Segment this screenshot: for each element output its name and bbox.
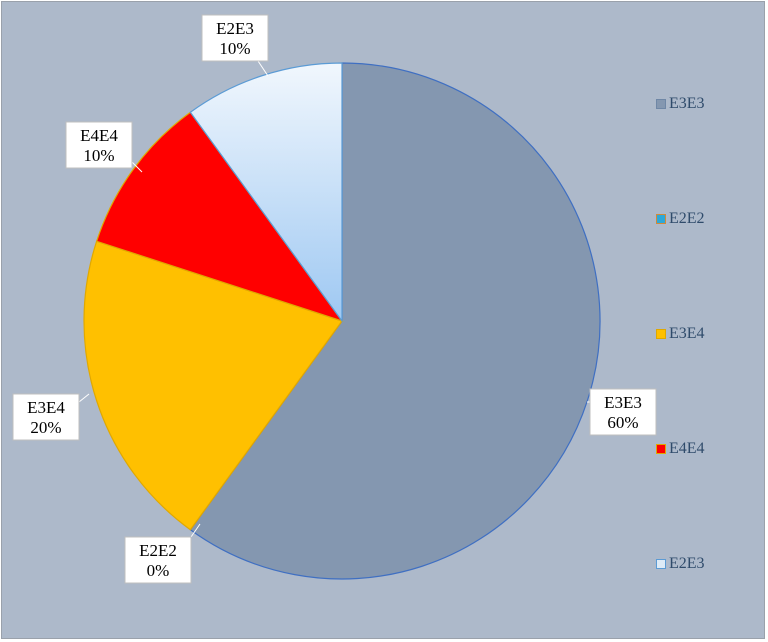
pie-slice-e3e4 <box>83 240 343 531</box>
data-label-name-e2e3: E2E3 <box>216 19 254 38</box>
legend-item-e2e2: E2E2 <box>656 210 705 228</box>
data-label-box-e2e2 <box>124 536 192 584</box>
leader-line-e2e2 <box>190 523 201 538</box>
legend-swatch-e3e4 <box>656 329 666 339</box>
leader-line-e2e3 <box>257 60 269 77</box>
legend-swatch-e4e4 <box>656 444 666 454</box>
data-label-box-e3e3 <box>589 388 657 436</box>
pie-slice-e4e4 <box>95 111 344 323</box>
data-label-value-e4e4: 10% <box>83 146 114 165</box>
legend-item-e3e4: E3E4 <box>656 325 705 343</box>
pie-slice-e3e3 <box>189 62 601 580</box>
data-label-box-e4e4 <box>65 121 133 169</box>
legend-label-e3e4: E3E4 <box>669 325 705 342</box>
leader-line-e3e4 <box>78 393 90 403</box>
legend-swatch-e2e3 <box>656 559 666 569</box>
data-label-box-e3e4 <box>12 393 80 441</box>
data-label-name-e3e3: E3E3 <box>604 393 642 412</box>
legend-label-e2e2: E2E2 <box>669 210 705 227</box>
legend-item-e2e3: E2E3 <box>656 555 705 573</box>
leader-line-e4e4 <box>131 161 143 173</box>
legend-item-e3e3: E3E3 <box>656 95 705 113</box>
legend-swatch-e3e3 <box>656 99 666 109</box>
data-label-value-e2e2: 0% <box>147 561 170 580</box>
legend-item-e4e4: E4E4 <box>656 440 705 458</box>
data-label-box-e2e3 <box>201 14 269 62</box>
legend-label-e2e3: E2E3 <box>669 555 705 572</box>
data-label-name-e4e4: E4E4 <box>80 126 118 145</box>
data-label-value-e3e3: 60% <box>607 413 638 432</box>
data-label-name-e2e2: E2E2 <box>139 541 177 560</box>
pie-slice-e2e3 <box>189 62 343 323</box>
legend-label-e4e4: E4E4 <box>669 440 705 457</box>
data-label-value-e2e3: 10% <box>219 39 250 58</box>
legend-label-e3e3: E3E3 <box>669 95 705 112</box>
data-label-name-e3e4: E3E4 <box>27 398 65 417</box>
data-label-value-e3e4: 20% <box>30 418 61 437</box>
legend-swatch-e2e2 <box>656 214 666 224</box>
